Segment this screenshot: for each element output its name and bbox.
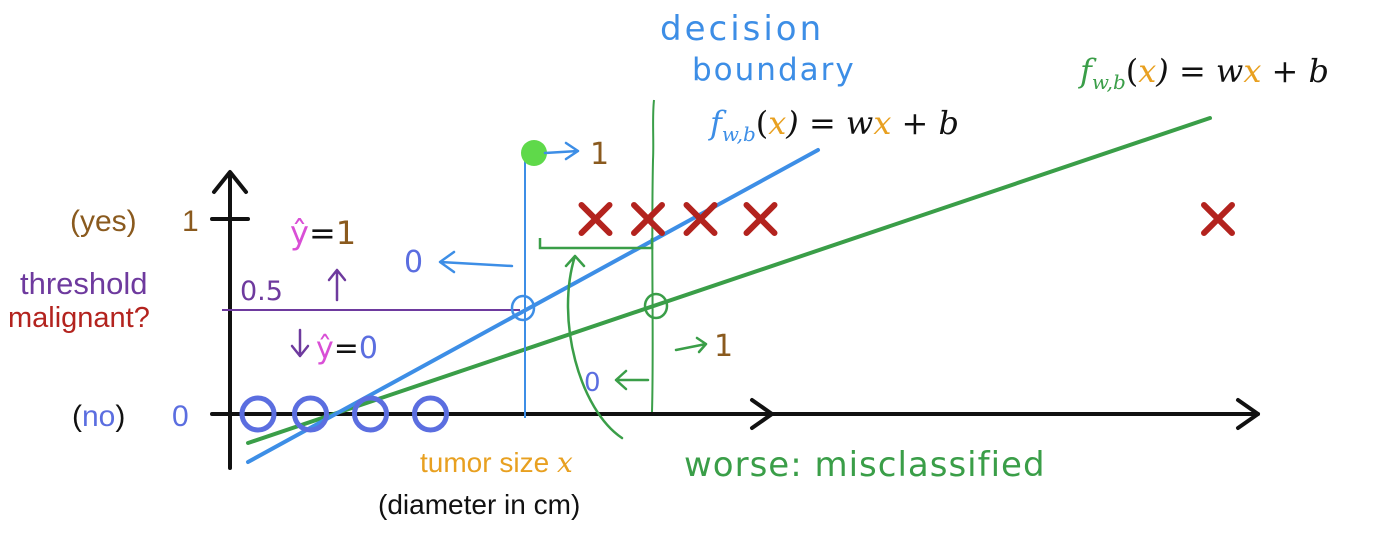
blue-threshold-intersection xyxy=(510,294,536,322)
negative-sample-circle xyxy=(239,395,277,433)
blue-arrow-left xyxy=(438,250,514,274)
blue-formula: fw,b(x) = wx + b xyxy=(708,104,959,146)
malignant-label: malignant? xyxy=(8,302,150,334)
green-decision-boundary xyxy=(651,99,655,413)
green-threshold-intersection xyxy=(643,292,669,320)
green-regression-line xyxy=(246,116,1212,445)
decision-boundary-dot xyxy=(521,140,547,166)
yhat-one-label: ŷ=1 xyxy=(290,214,356,252)
dot-arrow-one: 1 xyxy=(590,137,609,172)
no-label: (no) xyxy=(72,400,125,433)
tumor-size-label: tumor size x xyxy=(420,446,573,479)
misclassified-bracket xyxy=(538,238,654,250)
green-arrow-left xyxy=(614,369,650,391)
dot-arrow xyxy=(543,141,580,161)
worse-misclassified-label: worse: misclassified xyxy=(684,445,1046,485)
green-arrow-right xyxy=(674,336,708,354)
blue-arrow-zero: 0 xyxy=(404,245,423,280)
negative-sample-circle xyxy=(412,395,449,433)
positive-sample-cross xyxy=(1201,202,1235,236)
positive-sample-cross xyxy=(683,202,718,236)
green-arrow-one: 1 xyxy=(714,329,733,364)
yes-label: (yes) xyxy=(70,205,137,238)
half-label: 0.5 xyxy=(240,276,283,307)
yhat-zero-label: ŷ=0 xyxy=(316,331,378,366)
decision-label: decision xyxy=(660,9,824,49)
negative-sample-circle xyxy=(292,395,329,433)
y-tick-one-label: 1 xyxy=(182,205,199,238)
x-axis-long-arrowhead xyxy=(1236,398,1260,430)
negative-sample-circle xyxy=(352,395,389,433)
positive-sample-cross xyxy=(578,202,613,236)
positive-sample-cross xyxy=(631,202,665,236)
y-axis-arrowhead xyxy=(212,170,248,194)
positive-sample-cross xyxy=(743,202,778,236)
boundary-label: boundary xyxy=(692,52,856,88)
y-tick-zero-label: 0 xyxy=(172,400,189,433)
yhat-up-arrow xyxy=(327,268,347,302)
diameter-label: (diameter in cm) xyxy=(378,489,580,520)
yhat-down-arrow xyxy=(290,328,310,358)
data-points xyxy=(239,202,1235,433)
green-formula: fw,b(x) = wx + b xyxy=(1078,52,1329,94)
threshold-label: threshold xyxy=(20,266,148,301)
axes xyxy=(210,170,1260,470)
misclassified-arrow-up xyxy=(564,254,624,440)
green-arrow-zero: 0 xyxy=(584,368,601,398)
